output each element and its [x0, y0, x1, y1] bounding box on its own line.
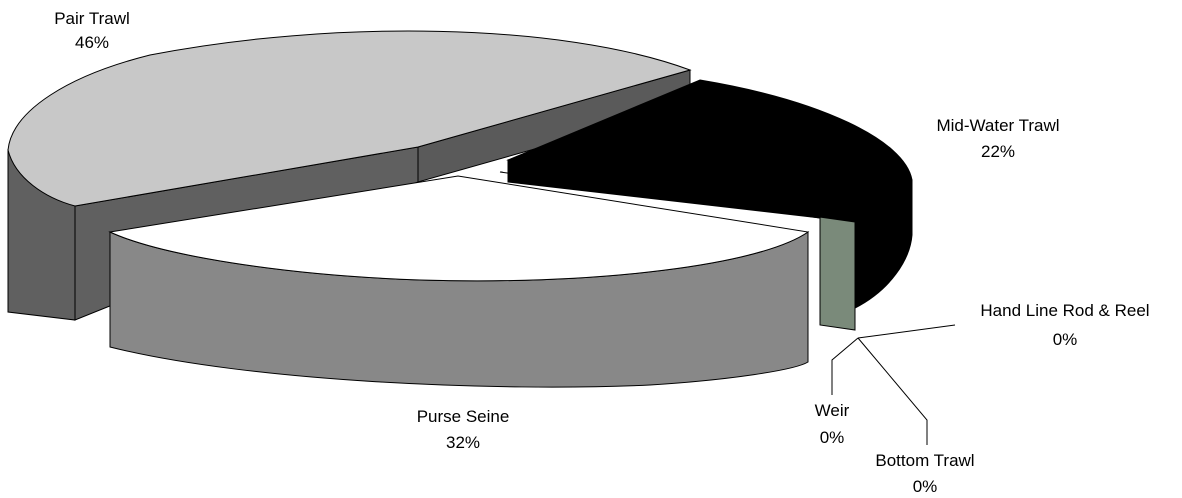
- label-purse-seine: Purse Seine: [417, 407, 510, 426]
- slice-purse-seine-top: [108, 175, 810, 282]
- value-pair-trawl: 46%: [75, 33, 109, 52]
- leader-lines: [831, 324, 956, 445]
- label-weir: Weir: [815, 401, 850, 420]
- slice-labels: Pair Trawl 46% Mid-Water Trawl 22% Hand …: [54, 9, 1149, 496]
- value-hand-line-rod-reel: 0%: [1053, 330, 1078, 349]
- leader-line-bottom-trawl: [857, 337, 928, 445]
- leader-line-hand-line-rod-reel: [857, 324, 956, 339]
- slice-mid-water-trawl: [506, 79, 913, 309]
- slice-pair-trawl-top: [7, 30, 692, 207]
- value-weir: 0%: [820, 428, 845, 447]
- label-mid-water-trawl: Mid-Water Trawl: [936, 116, 1059, 135]
- value-mid-water-trawl: 22%: [981, 142, 1015, 161]
- slice-hand-line-rod-reel-side: [499, 171, 856, 331]
- leader-line-weir: [831, 337, 859, 395]
- label-pair-trawl: Pair Trawl: [54, 9, 130, 28]
- value-bottom-trawl: 0%: [913, 477, 938, 496]
- label-bottom-trawl: Bottom Trawl: [875, 451, 974, 470]
- slice-mid-water-trawl-top: [506, 79, 913, 223]
- value-purse-seine: 32%: [446, 433, 480, 452]
- slice-purse-seine: [108, 175, 810, 388]
- label-hand-line-rod-reel: Hand Line Rod & Reel: [980, 301, 1149, 320]
- slice-hand-line-rod-reel: [499, 171, 856, 331]
